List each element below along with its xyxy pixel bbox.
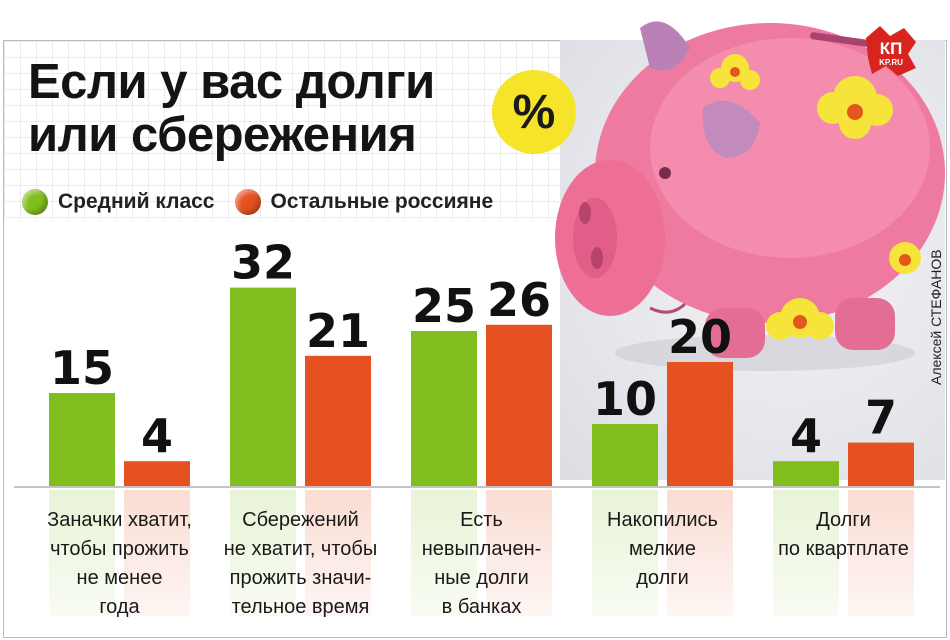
data-label-middle-class-1: 15 <box>50 341 114 395</box>
category-bg-green <box>49 490 115 616</box>
category-bg-green <box>411 490 477 616</box>
data-label-others-4: 20 <box>668 310 732 364</box>
bar-middle-class-5 <box>773 461 839 486</box>
percent-badge: % <box>492 70 576 154</box>
kp-logo: КП KP.RU <box>866 26 916 76</box>
category-label-text: Сбережений не хватит, чтобы прожить знач… <box>223 509 378 618</box>
category-bg-orange <box>124 490 190 616</box>
category-bg-green <box>592 490 658 616</box>
category-label-text: Долги по квартплате <box>778 509 909 560</box>
bar-others-2 <box>305 355 371 486</box>
bar-others-5 <box>848 442 914 486</box>
data-label-middle-class-5: 4 <box>790 409 822 463</box>
category-label-text: Накопились мелкие долги <box>607 509 718 589</box>
bar-middle-class-3 <box>411 331 477 486</box>
bar-middle-class-2 <box>230 287 296 486</box>
legend-item-middle-class: Средний класс <box>22 189 215 215</box>
category-label-5: Долги по квартплате <box>755 490 932 616</box>
category-label-3: Есть невыплачен- ные долги в банках <box>393 490 570 618</box>
data-label-others-1: 4 <box>141 409 173 463</box>
grid-background <box>4 41 564 221</box>
bar-middle-class-4 <box>592 424 658 486</box>
legend-dot-green <box>22 189 48 215</box>
data-label-middle-class-3: 25 <box>412 279 476 333</box>
kp-logo-subtext: KP.RU <box>879 58 903 67</box>
category-bg-green <box>773 490 839 616</box>
category-bg-orange <box>305 490 371 616</box>
category-label-text: Заначки хватит, чтобы прожить не менее г… <box>47 509 192 618</box>
category-label-1: Заначки хватит, чтобы прожить не менее г… <box>31 490 208 618</box>
legend-dot-orange <box>234 189 261 215</box>
bar-others-3 <box>486 324 552 486</box>
data-label-middle-class-4: 10 <box>593 372 657 426</box>
legend: Средний класс Остальные россияне <box>22 186 493 218</box>
legend-label-middle-class: Средний класс <box>58 190 215 213</box>
category-bg-green <box>230 490 296 616</box>
title-line-1: Если у вас долги <box>28 55 435 109</box>
legend-item-others: Остальные россияне <box>234 189 494 215</box>
category-label-4: Накопились мелкие долги <box>574 490 751 616</box>
bar-middle-class-1 <box>49 393 115 486</box>
category-label-2: Сбережений не хватит, чтобы прожить знач… <box>212 490 389 618</box>
bar-others-4 <box>667 362 733 486</box>
data-label-others-2: 21 <box>306 304 370 358</box>
chart-title: Если у вас долги или сбережения <box>28 56 435 162</box>
data-label-others-5: 7 <box>865 391 897 445</box>
bar-others-1 <box>124 461 190 486</box>
title-line-2: или сбережения <box>28 108 417 162</box>
kp-logo-text: КП <box>880 39 903 58</box>
category-bg-orange <box>848 490 914 616</box>
data-label-middle-class-2: 32 <box>231 236 295 290</box>
piggy-bank-image <box>555 21 945 371</box>
category-label-text: Есть невыплачен- ные долги в банках <box>421 509 542 618</box>
category-bg-orange <box>667 490 733 616</box>
category-bg-orange <box>486 490 552 616</box>
data-label-others-3: 26 <box>487 273 551 327</box>
legend-label-others: Остальные россияне <box>270 190 494 213</box>
